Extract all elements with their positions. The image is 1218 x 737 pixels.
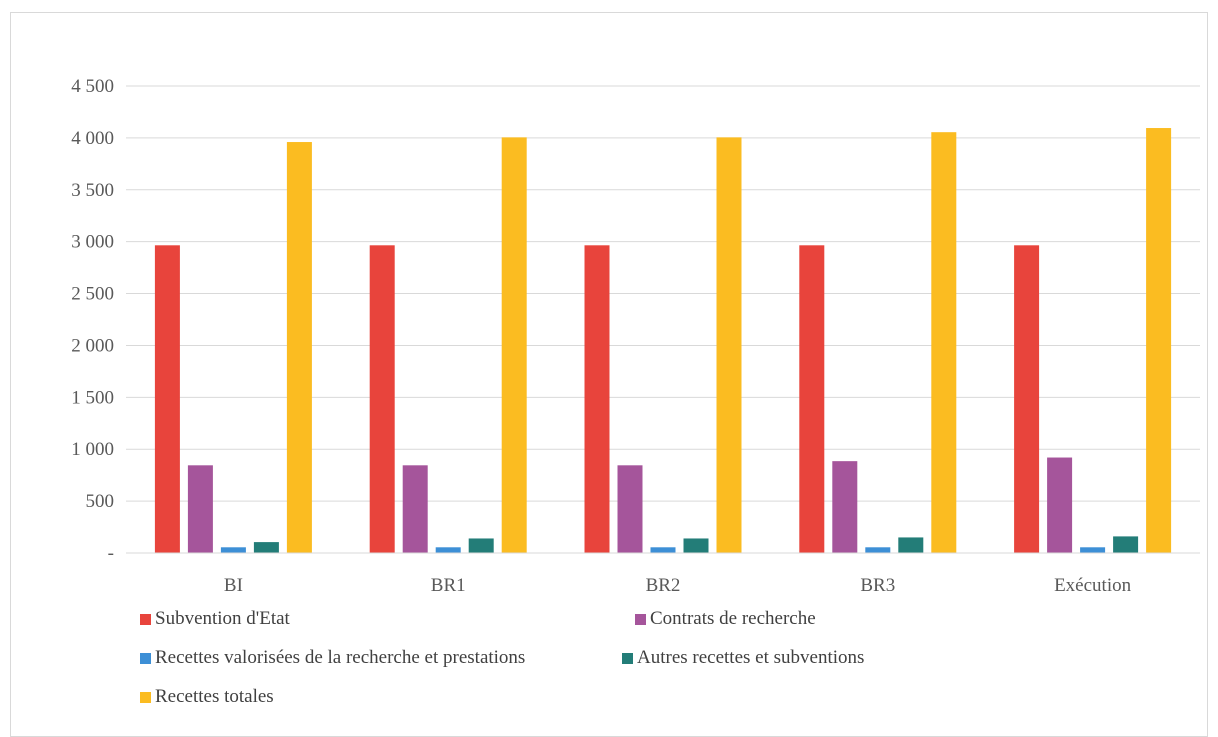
legend-label: Recettes totales xyxy=(155,686,274,707)
bar xyxy=(1047,457,1073,553)
bar-chart: - 500 1 000 1 500 2 000 2 500 3 000 3 500 4 000 4… xyxy=(71,76,1200,596)
bar xyxy=(286,142,312,554)
bar xyxy=(253,542,279,553)
x-axis-tick-labels: BI BR1 BR2 BR3 Exécution xyxy=(224,575,1132,596)
x-tick-label: BI xyxy=(224,575,243,596)
y-tick-label: 2 500 xyxy=(71,284,114,305)
bar xyxy=(650,547,676,553)
bar xyxy=(683,538,709,553)
legend-swatch xyxy=(622,652,633,664)
legend-swatch xyxy=(635,613,646,625)
x-tick-label: Exécution xyxy=(1054,575,1132,596)
legend-swatch xyxy=(140,652,151,664)
legend-swatch xyxy=(140,691,151,703)
bar xyxy=(1080,547,1106,553)
x-tick-label: BR1 xyxy=(431,575,466,596)
bar xyxy=(220,547,246,553)
bar xyxy=(1014,245,1040,553)
bar xyxy=(435,547,461,553)
y-tick-label: 4 500 xyxy=(71,76,114,97)
y-tick-label: 500 xyxy=(86,491,115,512)
bar xyxy=(716,137,742,553)
y-tick-label: 1 500 xyxy=(71,387,114,408)
legend-item-recettes-totales: Recettes totales xyxy=(140,686,274,708)
bar xyxy=(865,547,891,553)
bar xyxy=(468,538,494,553)
bar xyxy=(584,245,610,553)
x-tick-label: BR3 xyxy=(860,575,895,596)
bars xyxy=(154,128,1172,554)
legend-item-subvention-etat: Subvention d'Etat xyxy=(140,608,290,630)
legend-item-contrats-recherche: Contrats de recherche xyxy=(635,608,816,630)
bar xyxy=(187,465,213,553)
bar xyxy=(799,245,825,553)
y-axis-tick-labels: - 500 1 000 1 500 2 000 2 500 3 000 3 500 4 000 4… xyxy=(71,76,114,564)
bar xyxy=(898,537,924,553)
y-tick-label: 2 000 xyxy=(71,335,114,356)
bar xyxy=(832,461,858,553)
legend-label: Autres recettes et subventions xyxy=(637,647,865,668)
y-tick-label: 1 000 xyxy=(71,439,114,460)
y-tick-label: 3 500 xyxy=(71,180,114,201)
bar xyxy=(501,137,527,553)
bar xyxy=(1113,536,1139,553)
y-tick-label: - xyxy=(108,543,114,564)
y-tick-label: 4 000 xyxy=(71,128,114,149)
legend-item-autres-recettes: Autres recettes et subventions xyxy=(622,647,864,669)
bar xyxy=(931,132,957,554)
legend-label: Contrats de recherche xyxy=(650,608,816,629)
legend-label: Recettes valorisées de la recherche et p… xyxy=(155,647,526,668)
y-tick-label: 3 000 xyxy=(71,232,114,253)
bar xyxy=(617,465,643,553)
legend-item-recettes-valorisees: Recettes valorisées de la recherche et p… xyxy=(140,647,525,669)
bar xyxy=(1146,128,1172,553)
legend-swatch xyxy=(140,613,151,625)
legend-label: Subvention d'Etat xyxy=(155,608,290,629)
x-tick-label: BR2 xyxy=(646,575,681,596)
bar xyxy=(154,245,180,553)
bar xyxy=(369,245,395,553)
bar xyxy=(402,465,428,553)
